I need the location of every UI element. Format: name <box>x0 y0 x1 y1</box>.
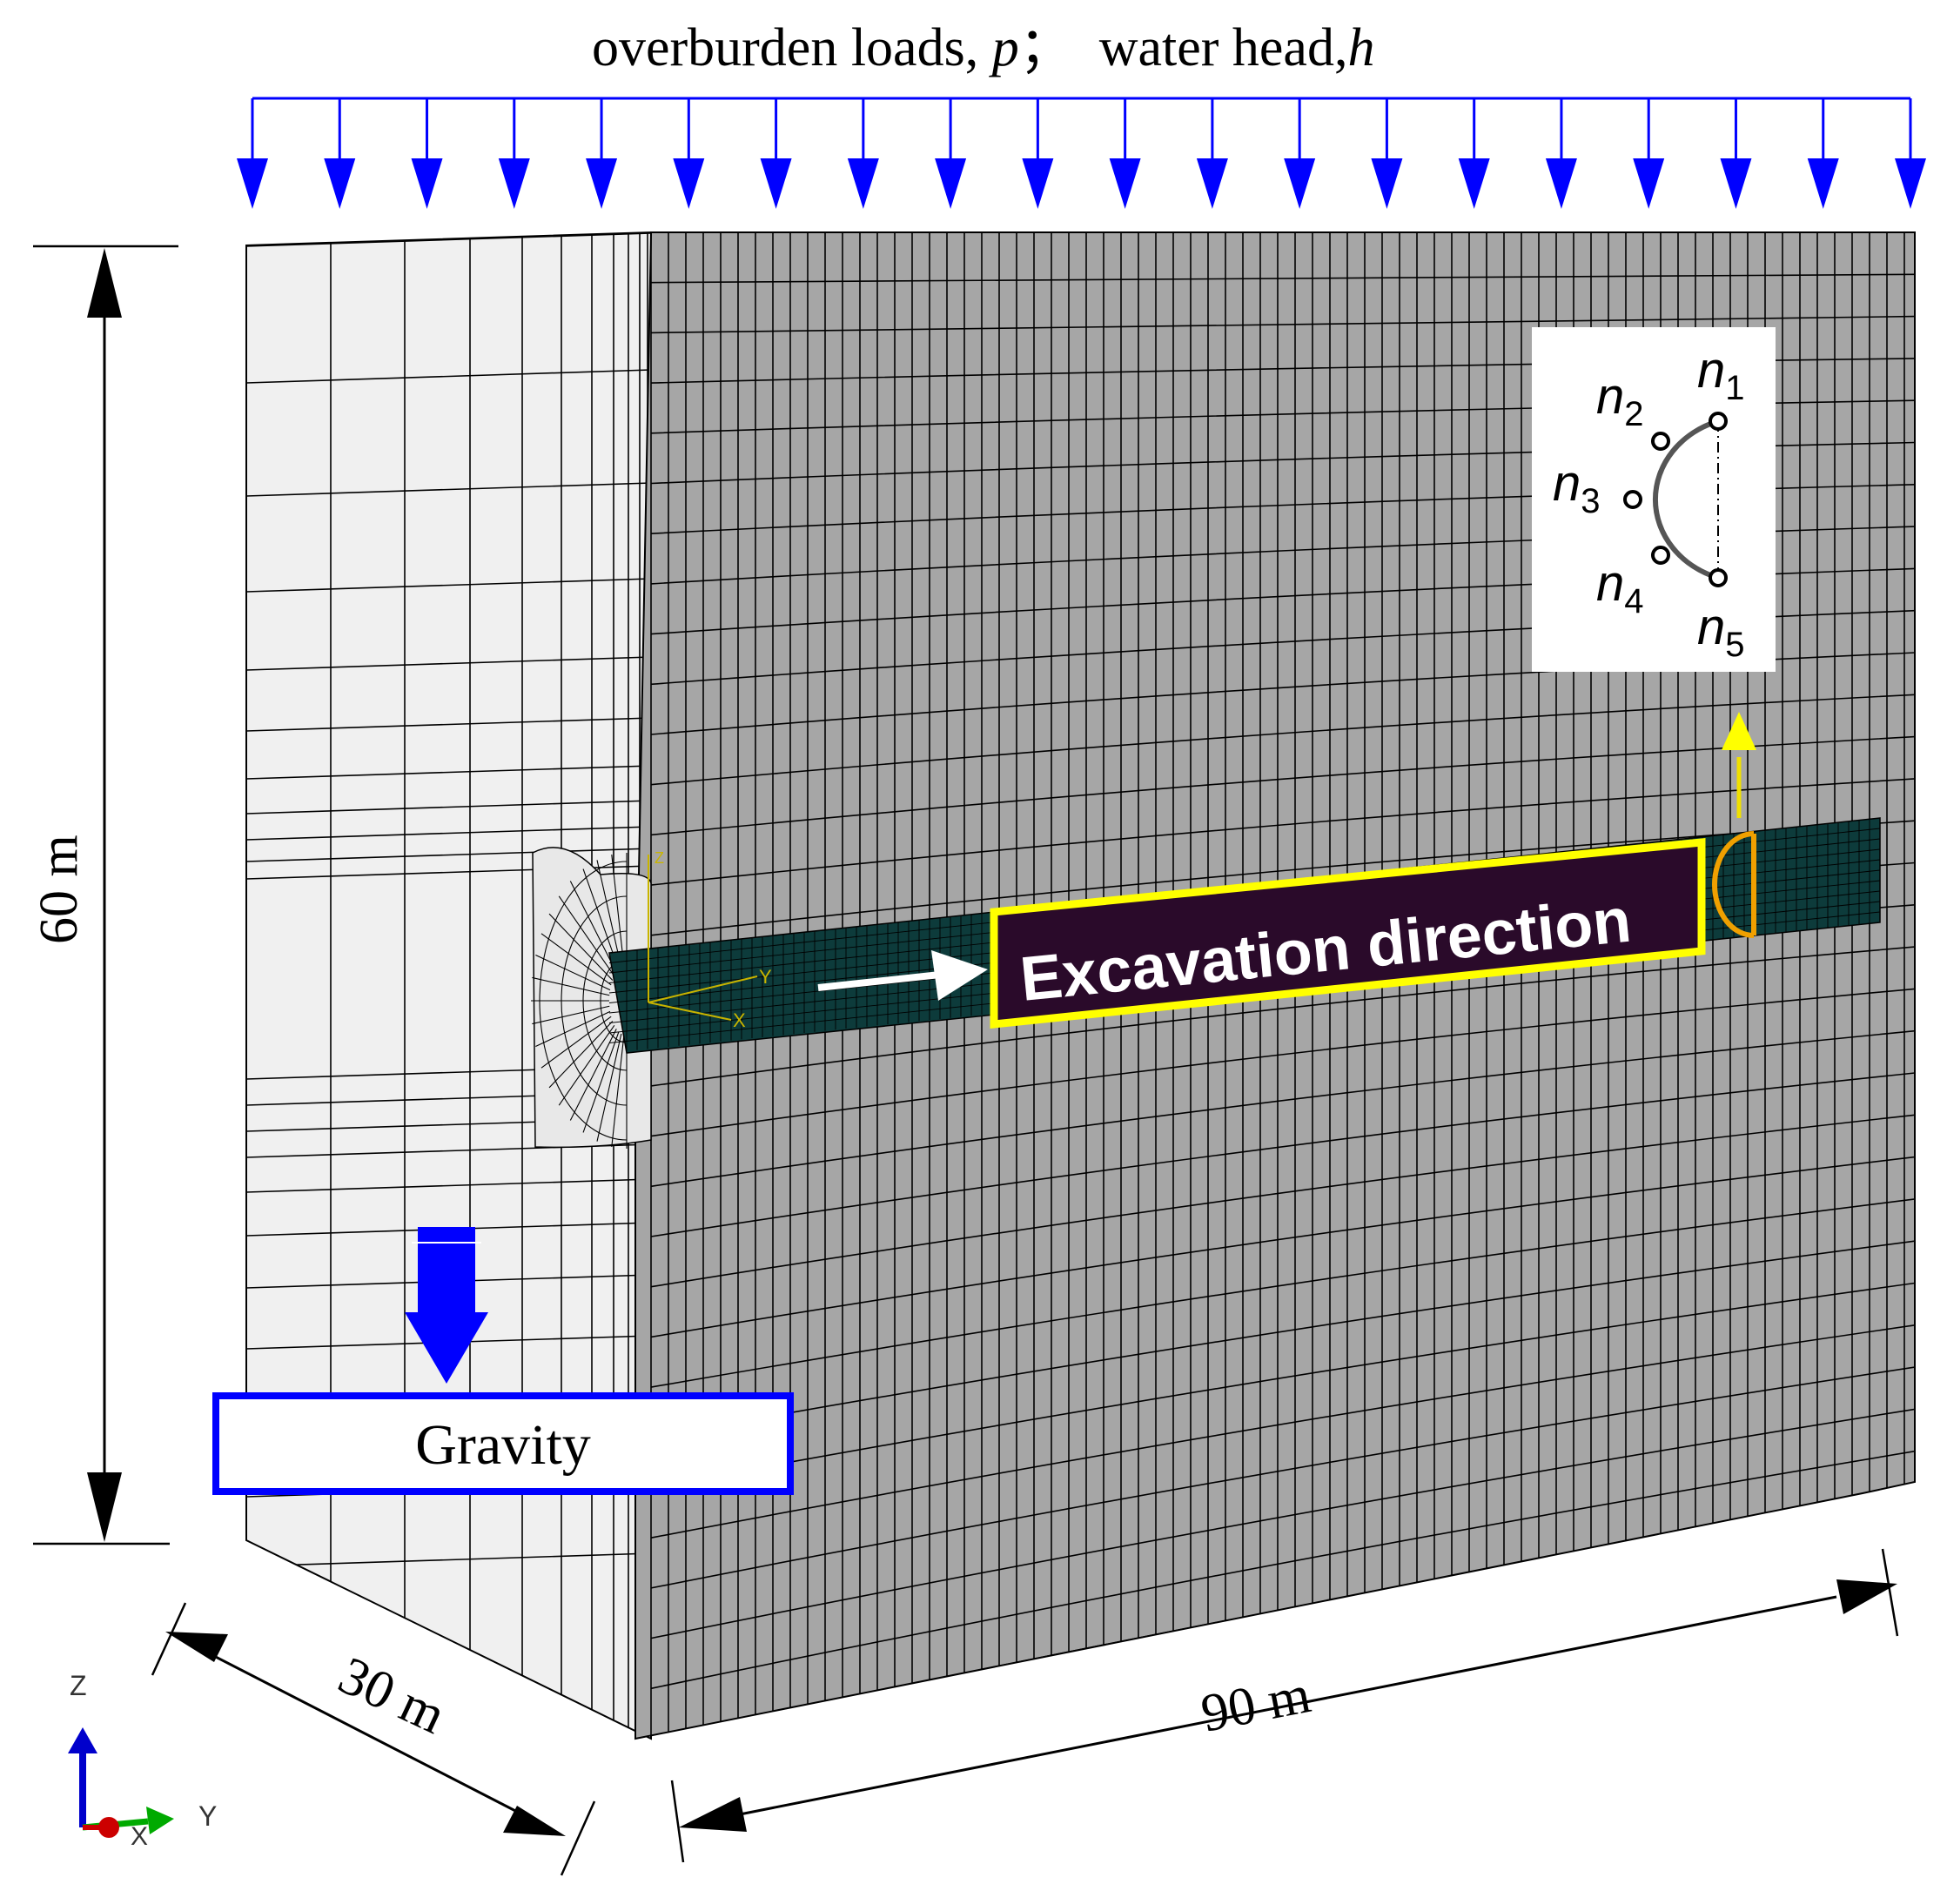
excavation-arrow-head <box>931 950 988 1001</box>
node-4-marker <box>1651 546 1670 565</box>
load-arrow <box>324 98 356 209</box>
node-callout-arrow <box>1722 712 1756 750</box>
load-arrow <box>586 98 618 209</box>
excavation-direction: Excavation direction <box>817 838 1706 1029</box>
tunnel-portal-mesh <box>531 847 652 1149</box>
load-arrow <box>847 98 879 209</box>
load-title: overburden loads, p； water head,h <box>592 18 1374 77</box>
gravity-indicator: Gravity <box>212 1227 794 1495</box>
load-arrow <box>1022 98 1054 209</box>
load-arrow <box>760 98 792 209</box>
load-arrow <box>673 98 705 209</box>
load-arrow <box>1545 98 1577 209</box>
gravity-label-box <box>212 1392 794 1495</box>
gravity-arrow-head <box>405 1312 488 1384</box>
load-arrow <box>411 98 443 209</box>
global-axis-triad: Z X Y <box>68 1670 217 1851</box>
load-arrow <box>1458 98 1490 209</box>
node-2-label: n2 <box>1596 368 1644 433</box>
node-3-label: n3 <box>1553 455 1601 520</box>
node-5-label: n5 <box>1697 599 1745 664</box>
load-arrow <box>1109 98 1141 209</box>
gravity-arrow-shaft <box>418 1227 475 1318</box>
gravity-label: Gravity <box>415 1413 591 1477</box>
node-1-label: n1 <box>1697 342 1745 407</box>
width-label: 30 m <box>330 1646 454 1746</box>
load-arrow <box>1633 98 1665 209</box>
node-3-marker <box>1623 490 1642 509</box>
excavation-arrow-shaft <box>817 971 941 991</box>
overburden-load-arrows <box>237 97 1926 209</box>
load-arrow <box>237 98 268 209</box>
load-arrow <box>1371 98 1403 209</box>
local-axis-z-label: Z <box>655 849 664 867</box>
local-axis-triad: Z Y X <box>648 849 772 1031</box>
global-axis-y-label: Y <box>198 1800 217 1832</box>
height-dimension: 60 m <box>30 245 178 1545</box>
load-arrow <box>935 98 967 209</box>
height-label: 60 m <box>30 835 89 944</box>
node-4-label: n4 <box>1596 555 1644 620</box>
monitoring-node-inset: n1 n2 n3 n4 n5 <box>1532 327 1776 672</box>
load-arrow <box>1807 98 1839 209</box>
length-label: 90 m <box>1197 1665 1315 1744</box>
node-2-marker <box>1651 432 1670 451</box>
load-arrow <box>1720 98 1752 209</box>
global-axis-x-label: X <box>131 1822 148 1851</box>
tunnel-lining-outline <box>1712 712 1756 938</box>
load-arrow <box>1196 98 1228 209</box>
local-axis-y-label: Y <box>759 966 772 988</box>
global-axis-z-label: Z <box>70 1670 87 1701</box>
node-5-marker <box>1709 568 1728 587</box>
load-arrow <box>498 98 530 209</box>
load-arrow <box>1895 98 1926 209</box>
node-1-marker <box>1709 412 1728 431</box>
excavation-label-box <box>990 838 1706 1029</box>
load-arrow <box>1284 98 1316 209</box>
local-axis-x-label: X <box>733 1009 746 1031</box>
